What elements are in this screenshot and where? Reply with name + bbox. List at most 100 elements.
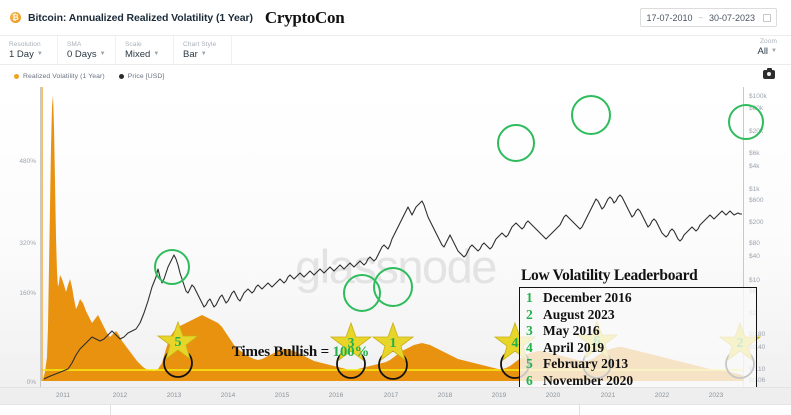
star-icon — [156, 320, 200, 361]
y-right-tick-4: $4k — [749, 163, 760, 170]
y-left-tick-3: 480% — [19, 158, 36, 165]
times-bullish-label: Times Bullish = — [232, 344, 333, 360]
star-rank-label-4: 4 — [512, 336, 519, 351]
date-to[interactable]: 30-07-2023 — [708, 12, 755, 23]
glassnode-watermark: glassnode — [295, 240, 497, 293]
chevron-down-icon: ▼ — [771, 48, 777, 55]
x-tick-2017: 2017 — [383, 392, 399, 399]
leaderboard-row: 4 April 2019 — [526, 340, 750, 357]
legend-item-price[interactable]: Price [USD] — [118, 73, 165, 80]
leaderboard-rank: 1 — [526, 290, 533, 305]
y-axis-left: 0% 160% 320% 480% — [0, 87, 40, 387]
legend-swatch-volatility — [14, 73, 19, 79]
leaderboard-row: 2 August 2023 — [526, 307, 750, 324]
zoom-label: Zoom — [759, 38, 777, 45]
leaderboard-row: 3 May 2016 — [526, 323, 750, 340]
legend-item-volatility[interactable]: Realized Volatility (1 Year) — [14, 73, 105, 80]
x-tick-2021: 2021 — [600, 392, 616, 399]
leaderboard-rank: 4 — [526, 339, 533, 355]
x-axis: 2011 2012 2013 2014 2015 2016 2017 2018 … — [0, 387, 791, 404]
plot-area: glassnode 0% 160% 320% 480% $100k $60k $… — [0, 87, 791, 387]
y-right-tick-5: $1k — [749, 186, 760, 193]
date-separator: – — [698, 13, 703, 22]
y-left-tick-1: 160% — [19, 290, 36, 297]
legend-label-volatility: Realized Volatility (1 Year) — [23, 72, 105, 80]
y-right-tick-0: $100k — [749, 93, 767, 100]
leaderboard-rank: 6 — [526, 372, 533, 387]
x-tick-2013: 2013 — [166, 392, 182, 399]
leaderboard-row: 5 February 2013 — [526, 356, 750, 373]
x-tick-2014: 2014 — [220, 392, 236, 399]
leaderboard-period: November 2020 — [543, 372, 634, 387]
leaderboard-row: 6 November 2020 — [526, 373, 750, 387]
x-tick-2019: 2019 — [491, 392, 507, 399]
chevron-down-icon: ▼ — [200, 51, 207, 58]
star-rank-label-5: 5 — [175, 335, 182, 350]
leaderboard-rank: 3 — [526, 323, 533, 339]
y-right-tick-16: $0.06 — [749, 377, 766, 384]
date-from[interactable]: 17-07-2010 — [646, 12, 693, 23]
resolution-label: Resolution — [9, 40, 41, 48]
y-right-tick-6: $600 — [749, 197, 764, 204]
price-line-series — [43, 194, 742, 380]
chart-style-label: Chart Style — [183, 40, 217, 48]
price-highlight-circle-6 — [728, 104, 764, 140]
dropdown-scale[interactable]: Scale Mixed ▼ — [116, 36, 174, 64]
times-bullish-value: 100% — [332, 344, 370, 360]
zoom-value: All — [757, 46, 769, 58]
y-right-tick-3: $6k — [749, 150, 760, 157]
y-right-tick-8: $80 — [749, 240, 760, 247]
dropdown-chart-style[interactable]: Chart Style Bar ▼ — [174, 36, 232, 64]
price-highlight-circle-4 — [497, 124, 535, 162]
star-icon — [329, 321, 373, 362]
y-right-tick-7: $200 — [749, 219, 764, 226]
leaderboard-period: December 2016 — [543, 290, 632, 305]
dropdown-sma[interactable]: SMA 0 Days ▼ — [58, 36, 116, 64]
legend: Realized Volatility (1 Year) Price [USD] — [0, 65, 791, 87]
scale-value: Mixed — [125, 48, 151, 60]
footer-strip — [0, 404, 791, 415]
star-rank-label-1: 1 — [390, 336, 397, 351]
dropdown-resolution[interactable]: Resolution 1 Day ▼ — [0, 36, 58, 64]
sma-value: 0 Days — [67, 48, 97, 60]
y-right-tick-2: $20k — [749, 128, 764, 135]
y-right-tick-13: $0.80 — [749, 331, 766, 338]
y-right-tick-15: $0.10 — [749, 366, 766, 373]
times-bullish-annotation: Times Bullish = 100% — [232, 344, 369, 361]
x-tick-2022: 2022 — [654, 392, 670, 399]
y-left-tick-2: 320% — [19, 240, 36, 247]
resolution-value: 1 Day — [9, 48, 34, 60]
y-right-tick-10: $10 — [749, 277, 760, 284]
chart-style-value: Bar — [183, 48, 198, 60]
controls-bar: Resolution 1 Day ▼ SMA 0 Days ▼ Scale Mixe… — [0, 36, 791, 65]
x-tick-2023: 2023 — [708, 392, 724, 399]
x-tick-2015: 2015 — [274, 392, 290, 399]
x-tick-2018: 2018 — [437, 392, 453, 399]
x-tick-2012: 2012 — [112, 392, 128, 399]
price-highlight-circle-5 — [571, 95, 611, 135]
leaderboard-period: February 2013 — [543, 356, 629, 372]
legend-swatch-price — [118, 73, 124, 79]
low-volatility-leaderboard: Low Volatility Leaderboard 1 December 20… — [519, 267, 757, 387]
footer-range-slider[interactable] — [110, 405, 580, 415]
price-highlight-circle-2 — [343, 274, 381, 312]
price-highlight-circle-3 — [373, 267, 413, 307]
star-rank-label-3: 3 — [348, 336, 355, 351]
chevron-down-icon: ▼ — [99, 51, 106, 58]
x-tick-2011: 2011 — [56, 392, 70, 399]
star-marker-rank-3: 3 — [329, 321, 373, 362]
plot-right-border — [743, 87, 744, 387]
camera-screenshot-icon[interactable] — [763, 68, 775, 79]
x-tick-2016: 2016 — [328, 392, 344, 399]
brand-label: CryptoCon — [264, 7, 345, 27]
dropdown-zoom[interactable]: Zoom All ▼ — [757, 38, 777, 58]
y-left-tick-0: 0% — [26, 379, 36, 386]
leaderboard-rank: 5 — [526, 356, 533, 372]
star-marker-rank-5: 5 — [156, 320, 200, 361]
volatility-area-series — [41, 95, 744, 381]
plot-left-border — [40, 87, 41, 387]
calendar-icon[interactable] — [763, 13, 771, 22]
sma-label: SMA — [67, 40, 82, 48]
date-range-picker[interactable]: 17-07-2010 – 30-07-2023 — [640, 8, 777, 27]
chevron-down-icon: ▼ — [153, 51, 160, 58]
